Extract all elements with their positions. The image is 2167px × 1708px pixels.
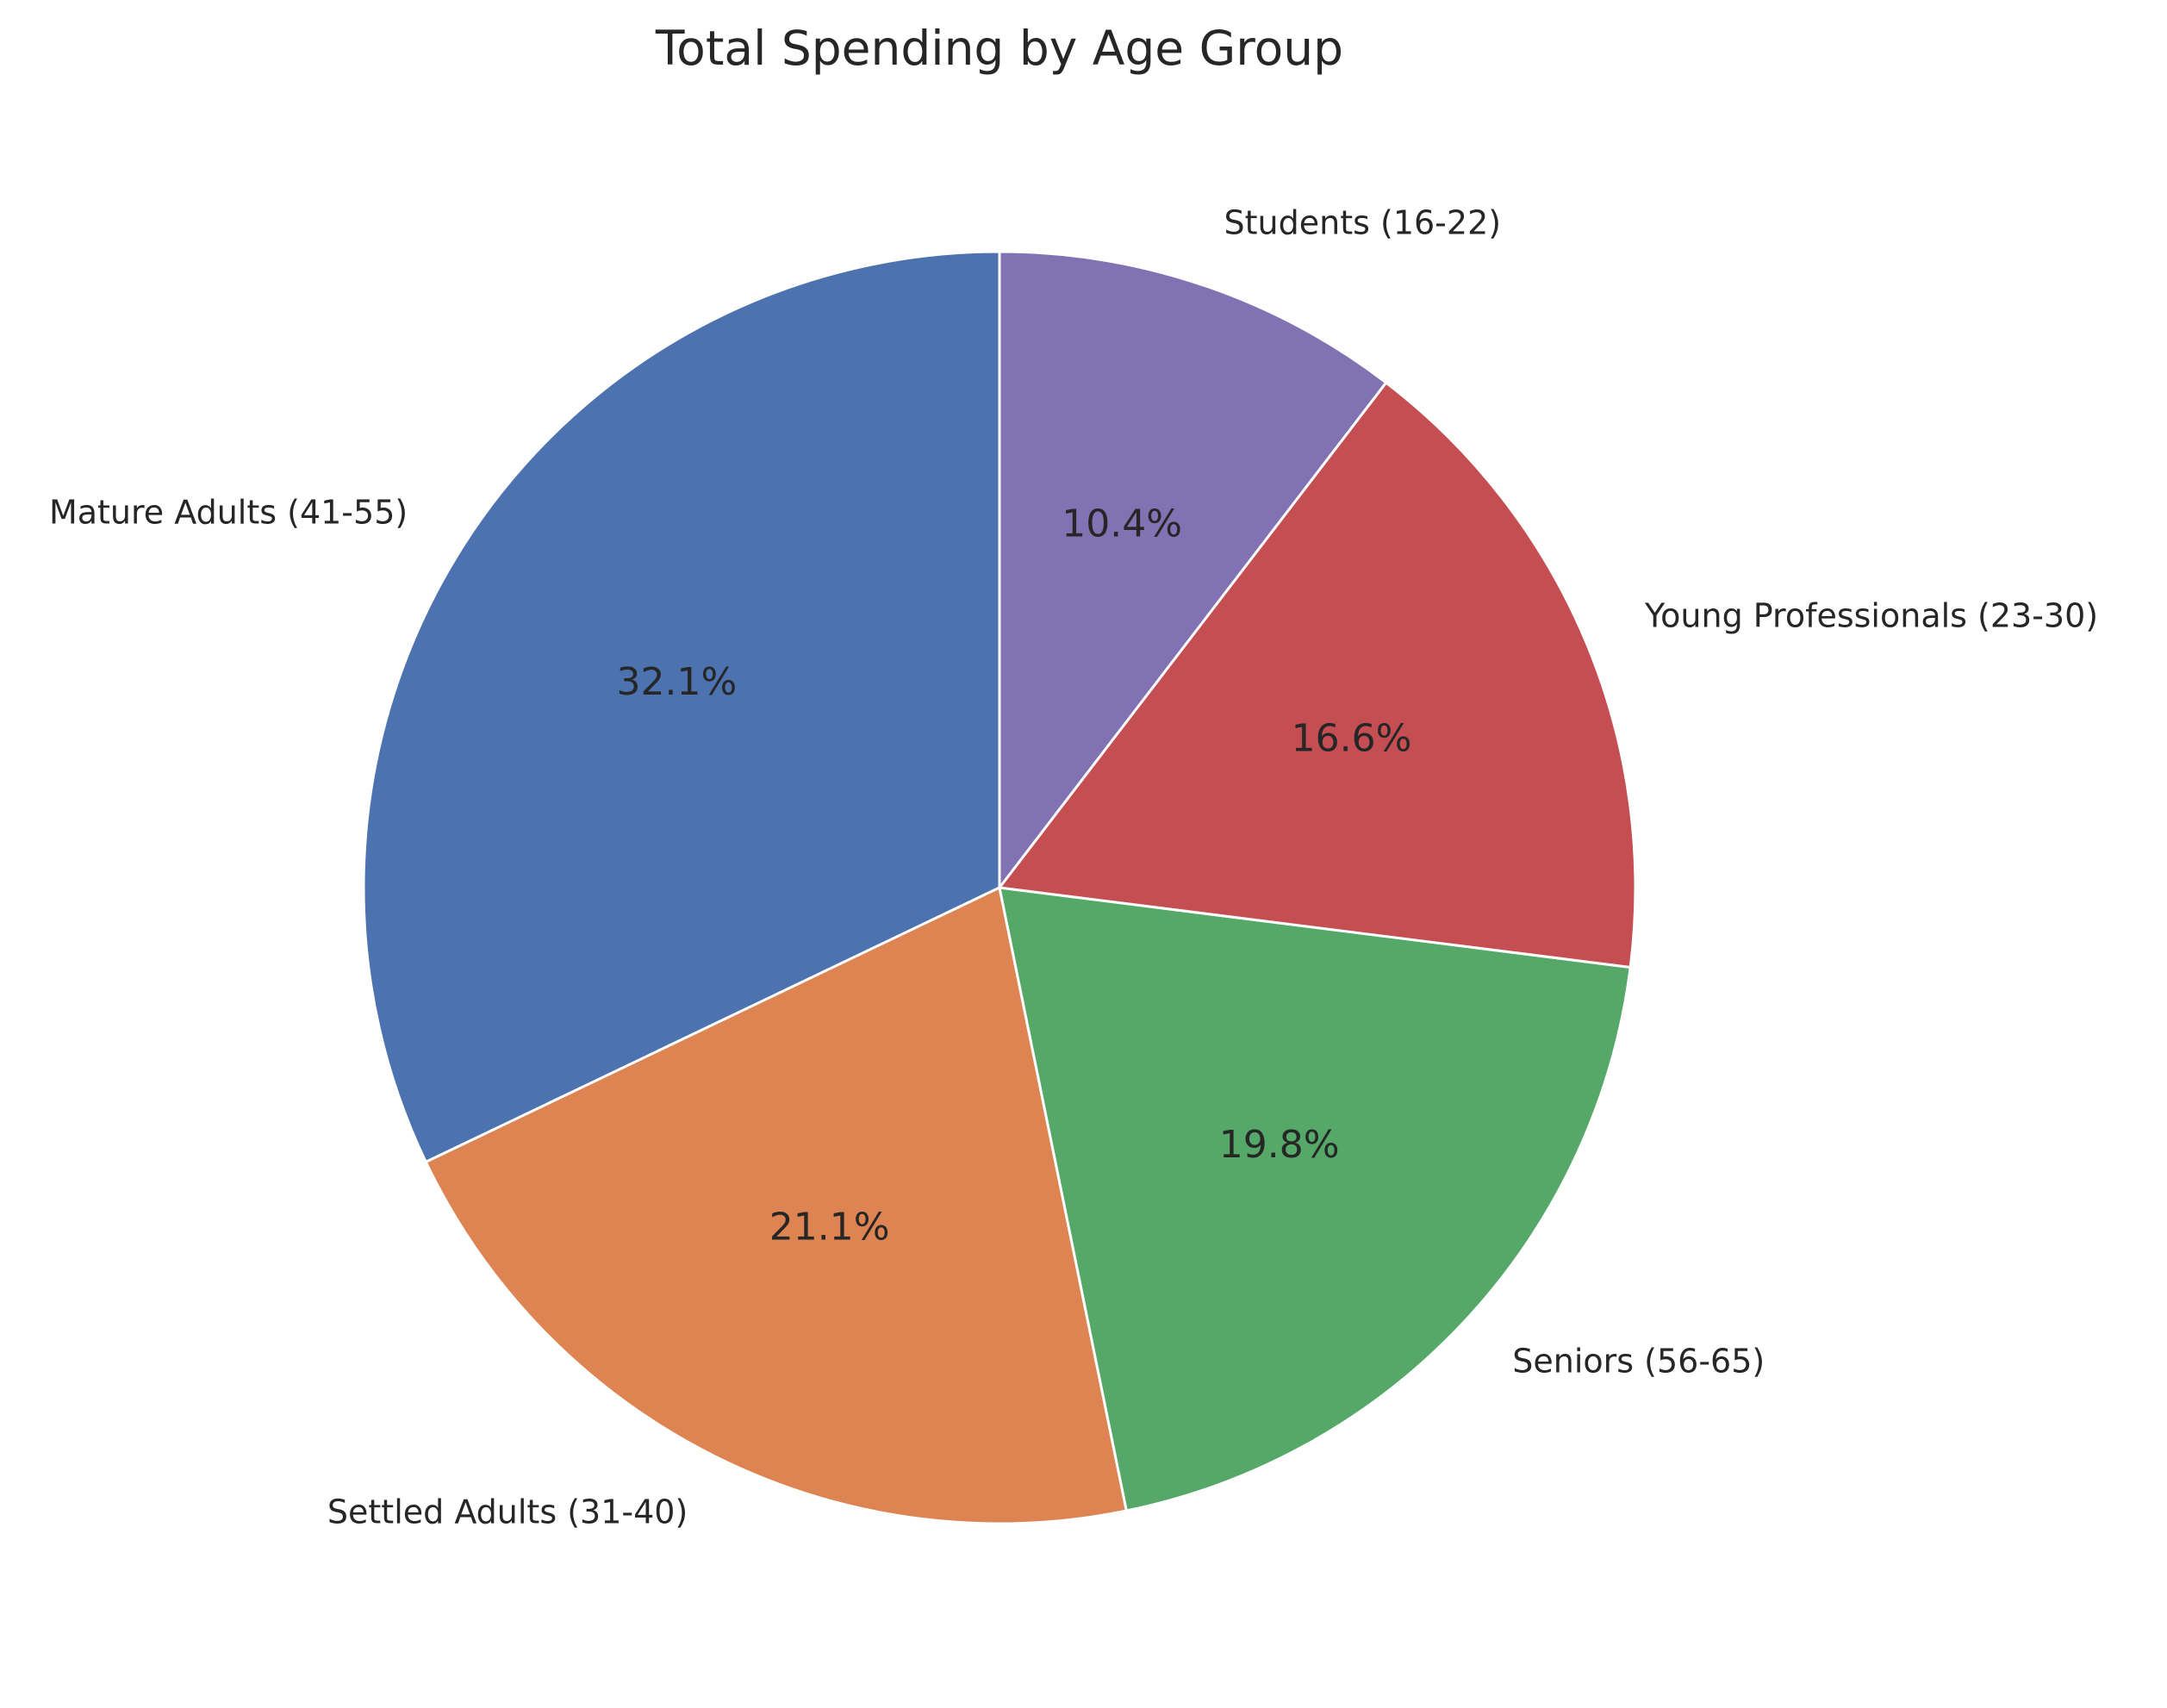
slice-percent-seniors-56-65: 19.8% (1219, 1123, 1340, 1167)
slice-percent-young-professionals-23-30: 16.6% (1292, 716, 1412, 760)
pie-slice-seniors-56-65 (998, 886, 1632, 1512)
slice-label-seniors-56-65: Seniors (56-65) (1512, 1342, 1765, 1380)
slice-label-young-professionals-23-30: Young Professionals (23-30) (1644, 596, 2098, 634)
pie-wedges (362, 250, 1637, 1525)
pie-labels: Mature Adults (41-55) 32.1% Settled Adults… (49, 204, 2098, 1531)
slice-percent-mature-adults-41-55: 32.1% (616, 660, 737, 704)
slice-label-students-16-22: Students (16-22) (1224, 204, 1502, 242)
slice-label-mature-adults-41-55: Mature Adults (41-55) (49, 494, 408, 532)
slice-label-settled-adults-31-40: Settled Adults (31-40) (327, 1493, 688, 1530)
pie-slice-mature-adults-41-55 (362, 250, 1001, 1163)
slice-percent-settled-adults-31-40: 21.1% (769, 1205, 890, 1249)
pie-slice-students-16-22 (998, 250, 1388, 889)
pie-slice-settled-adults-31-40 (424, 886, 1128, 1525)
pie-slice-young-professionals-23-30 (998, 381, 1637, 969)
chart-title: Total Spending by Age Group (655, 21, 1343, 76)
slice-percent-students-16-22: 10.4% (1062, 502, 1182, 546)
